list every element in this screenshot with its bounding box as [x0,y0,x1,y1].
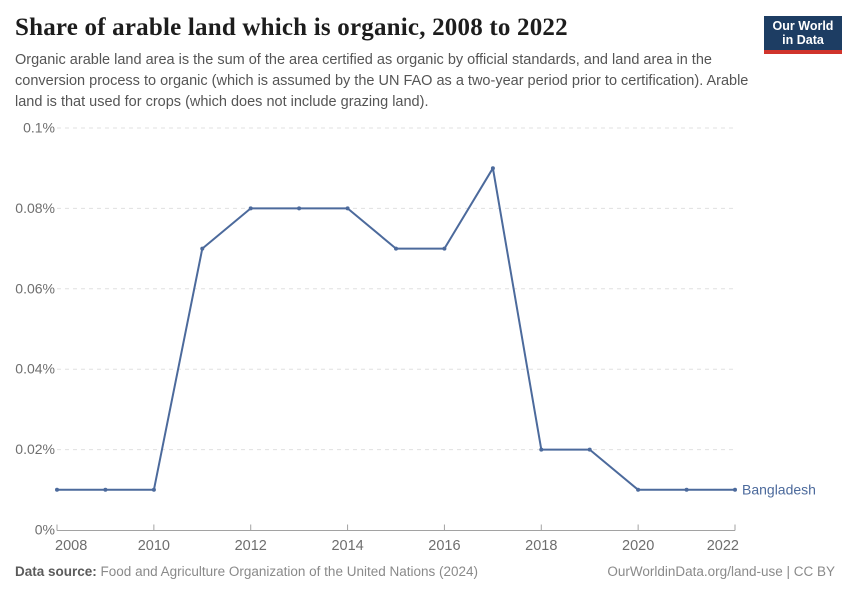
y-axis-tick-label: 0.04% [15,361,55,377]
x-axis-tick-label: 2022 [707,538,739,554]
license-link[interactable]: OurWorldinData.org/land-use | CC BY [607,564,835,579]
data-point-2012 [248,206,253,211]
data-point-2020 [636,487,641,492]
x-axis-tick-label: 2008 [55,538,87,554]
owid-logo-line2: in Data [782,33,824,47]
series-line-bangladesh [56,167,736,491]
data-point-2011 [200,246,205,251]
x-axis-tick-label: 2012 [235,538,267,554]
data-source-text: Food and Agriculture Organization of the… [100,564,479,579]
data-source-label: Data source: [15,564,97,579]
series-end-label-bangladesh: Bangladesh [742,481,816,497]
x-axis-tick-label: 2014 [331,538,363,554]
data-point-2022 [733,487,737,492]
data-source: Data source: Food and Agriculture Organi… [15,564,478,579]
data-point-2016 [442,246,447,251]
chart-footer: Data source: Food and Agriculture Organi… [0,564,850,579]
data-point-2009 [103,487,108,492]
x-axis-tick-label: 2018 [525,538,557,554]
x-axis-tick-label: 2016 [428,538,460,554]
data-point-2015 [394,246,398,251]
data-point-2013 [297,206,302,211]
x-axis-tick-label: 2020 [622,538,654,554]
y-axis-tick-label: 0.1% [23,120,55,136]
y-axis-tick-label: 0% [35,522,55,538]
data-point-2018 [539,447,544,452]
y-axis-tick-label: 0.06% [15,280,55,296]
y-axis-tick-label: 0.08% [15,200,55,216]
data-point-2010 [151,487,156,492]
data-point-2008 [55,487,59,492]
data-point-2017 [490,166,495,171]
data-point-2019 [587,447,592,452]
data-point-2014 [345,206,350,211]
owid-logo[interactable]: Our World in Data [764,16,842,54]
chart-subtitle: Organic arable land area is the sum of t… [15,52,749,110]
data-point-2021 [684,487,689,492]
x-axis-tick-label: 2010 [138,538,170,554]
page-title: Share of arable land which is organic, 2… [15,14,568,41]
owid-logo-line1: Our World [772,19,834,33]
y-axis-tick-label: 0.02% [15,441,55,457]
